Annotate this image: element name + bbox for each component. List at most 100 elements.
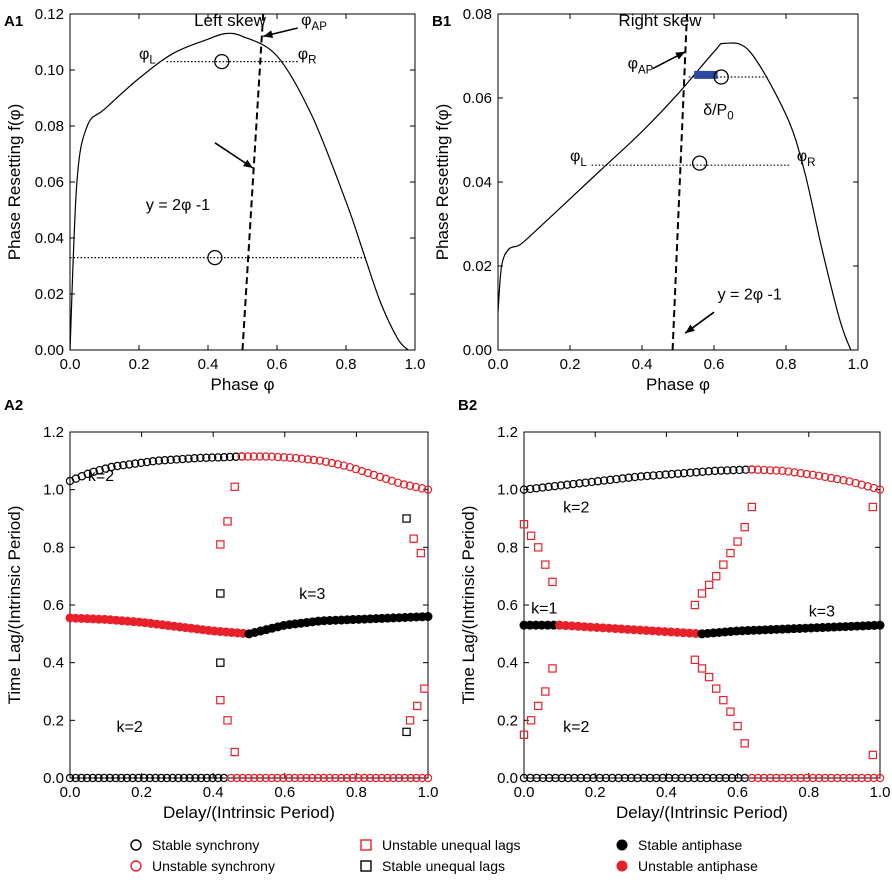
data-point xyxy=(345,462,355,472)
data-point xyxy=(77,773,86,783)
data-point xyxy=(868,750,878,760)
arrow-head xyxy=(685,324,695,334)
data-point xyxy=(119,461,128,470)
data-point xyxy=(202,773,212,783)
x-tick-label: 0.6 xyxy=(267,356,288,373)
data-point xyxy=(534,543,543,552)
legend-item: Unstable antiphase xyxy=(616,858,758,874)
chart-A1: 0.0 0.2 0.4 0.6 0.8 1.0 0.00 0.02 0.04 0.06 0.08 0.… xyxy=(4,6,425,394)
data-point xyxy=(808,773,818,783)
data-point xyxy=(851,773,860,783)
y-axis-label: Time Lag/(Intrinsic Period) xyxy=(5,506,24,705)
data-point xyxy=(563,773,573,783)
data-point xyxy=(697,589,707,598)
data-point xyxy=(863,482,872,491)
data-point xyxy=(423,612,433,622)
x-tick-label: 0.8 xyxy=(798,784,819,801)
data-point xyxy=(336,773,346,783)
data-point xyxy=(582,773,592,783)
data-point xyxy=(658,773,667,783)
data-point xyxy=(587,477,596,487)
data-point xyxy=(357,466,367,476)
data-point xyxy=(696,773,705,783)
data-point xyxy=(296,773,305,783)
data-point xyxy=(402,514,411,523)
y-tick-label: 1.2 xyxy=(497,424,518,441)
y-axis-label: Time Lag/(Intrinsic Period) xyxy=(459,506,478,705)
x-tick-label: 0.2 xyxy=(129,356,150,373)
data-point xyxy=(690,655,700,664)
data-point xyxy=(208,453,217,462)
data-point xyxy=(393,478,403,487)
data-point xyxy=(400,773,410,783)
data-point xyxy=(826,473,836,483)
data-point xyxy=(231,452,241,461)
data-point xyxy=(726,548,735,558)
legend-marker xyxy=(130,839,142,851)
data-point xyxy=(704,467,713,476)
data-point xyxy=(249,452,259,461)
data-point xyxy=(307,773,317,783)
y-tick-label: 0.02 xyxy=(35,286,64,303)
annotation: y = 2φ -1 xyxy=(146,197,210,214)
y-tick-label: 0.08 xyxy=(463,6,492,23)
data-point xyxy=(279,773,288,783)
data-point xyxy=(216,658,225,667)
data-point xyxy=(772,773,781,783)
data-point xyxy=(313,773,323,783)
data-point xyxy=(851,478,860,488)
data-point xyxy=(733,537,742,546)
plot-frame xyxy=(69,13,416,351)
data-point xyxy=(833,474,842,484)
x-tick-label: 1.0 xyxy=(870,784,891,801)
data-point xyxy=(154,456,164,465)
data-point xyxy=(303,455,313,464)
y-tick-label: 0.0 xyxy=(497,770,518,787)
data-point xyxy=(148,457,158,466)
data-point xyxy=(712,684,721,693)
data-point xyxy=(423,773,433,783)
data-point xyxy=(273,452,283,462)
data-point xyxy=(673,469,683,478)
data-point xyxy=(645,773,655,783)
x-tick-label: 0.6 xyxy=(274,784,295,801)
y-tick-label: 0.10 xyxy=(35,62,64,79)
data-point xyxy=(690,773,699,783)
data-point xyxy=(202,453,211,462)
data-point xyxy=(232,773,242,783)
data-point xyxy=(71,773,80,783)
data-point xyxy=(267,452,277,461)
annotation: k=3 xyxy=(809,604,835,621)
data-point xyxy=(394,773,404,783)
data-point xyxy=(196,773,206,783)
data-point xyxy=(747,773,757,783)
data-point xyxy=(145,773,155,783)
data-point xyxy=(261,773,271,783)
data-point xyxy=(223,716,232,725)
y-tick-label: 0.04 xyxy=(35,230,64,247)
legend-label: Unstable synchrony xyxy=(152,858,275,874)
data-point xyxy=(664,773,674,783)
data-point xyxy=(244,773,253,783)
y-tick-label: 0.8 xyxy=(43,539,64,556)
annotation: k=2 xyxy=(563,500,589,517)
data-point xyxy=(655,470,664,480)
data-point xyxy=(105,773,115,783)
data-point xyxy=(790,773,799,783)
data-point xyxy=(538,483,547,492)
data-point xyxy=(409,534,418,543)
annotation: k=2 xyxy=(563,719,589,736)
data-point xyxy=(184,454,193,463)
y-tick-label: 0.06 xyxy=(463,90,492,107)
x-tick-label: 0.4 xyxy=(656,784,677,801)
data-point xyxy=(784,773,793,783)
legend-marker xyxy=(616,860,628,872)
legend-marker xyxy=(360,860,372,872)
x-tick-label: 0.0 xyxy=(514,784,535,801)
data-point xyxy=(541,687,550,696)
data-point xyxy=(636,472,646,481)
data-point xyxy=(569,479,578,489)
data-point xyxy=(581,478,590,487)
panel-label: A1 xyxy=(4,13,23,30)
